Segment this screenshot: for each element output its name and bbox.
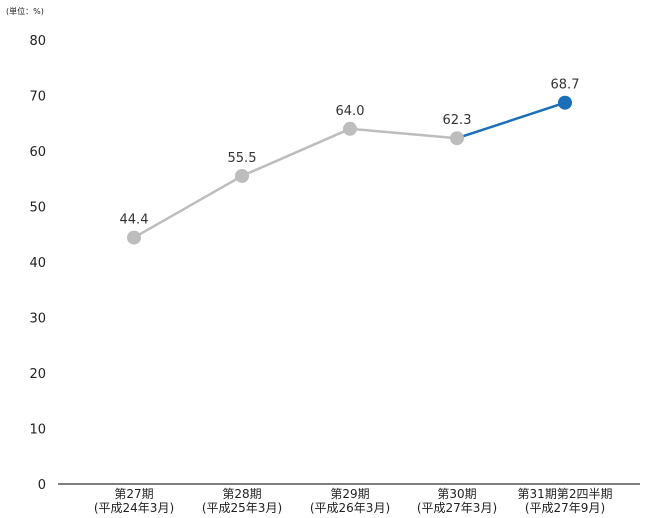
x-category-period: 第30期 xyxy=(437,487,476,501)
y-tick-label: 40 xyxy=(29,256,46,271)
data-points xyxy=(127,95,572,245)
x-category-label: 第28期(平成25年3月) xyxy=(202,487,282,515)
data-point xyxy=(558,95,572,110)
y-tick-label: 50 xyxy=(29,201,46,216)
data-label: 44.4 xyxy=(120,213,149,228)
data-point xyxy=(127,230,141,245)
y-tick-label: 70 xyxy=(29,90,46,105)
data-labels: 44.4 55.5 64.0 62.3 68.7 xyxy=(120,78,580,228)
x-category-period: 第31期第2四半期 xyxy=(518,487,613,501)
unit-label: (単位：%) xyxy=(6,6,44,16)
y-tick-label: 60 xyxy=(29,145,46,160)
x-category-date: (平成26年3月) xyxy=(310,501,390,515)
x-category-date: (平成25年3月) xyxy=(202,501,282,515)
data-label: 55.5 xyxy=(228,151,257,166)
y-axis-ticks: 0 10 20 30 40 50 60 70 80 xyxy=(29,34,46,493)
series-line-latest xyxy=(456,101,566,140)
x-category-label: 第31期第2四半期(平成27年9月) xyxy=(518,487,613,515)
series-line-past xyxy=(133,127,458,239)
x-category-period: 第29期 xyxy=(330,487,369,501)
x-category-date: (平成27年9月) xyxy=(525,501,605,515)
y-tick-label: 80 xyxy=(29,34,46,49)
y-tick-label: 30 xyxy=(29,312,46,327)
y-tick-label: 0 xyxy=(38,478,46,493)
x-axis-categories: 第27期(平成24年3月)第28期(平成25年3月)第29期(平成26年3月)第… xyxy=(94,487,613,515)
x-category-period: 第27期 xyxy=(114,487,153,501)
x-category-period: 第28期 xyxy=(222,487,261,501)
data-label: 64.0 xyxy=(336,104,365,119)
data-point xyxy=(235,168,249,183)
series-lines xyxy=(133,101,566,239)
y-tick-label: 20 xyxy=(29,367,46,382)
data-point xyxy=(343,121,357,136)
data-point xyxy=(450,131,464,146)
x-category-label: 第27期(平成24年3月) xyxy=(94,487,174,515)
x-category-date: (平成24年3月) xyxy=(94,501,174,515)
x-category-label: 第30期(平成27年3月) xyxy=(417,487,497,515)
x-category-label: 第29期(平成26年3月) xyxy=(310,487,390,515)
data-label: 62.3 xyxy=(443,113,472,128)
data-label: 68.7 xyxy=(551,78,580,93)
x-category-date: (平成27年3月) xyxy=(417,501,497,515)
y-tick-label: 10 xyxy=(29,423,46,438)
